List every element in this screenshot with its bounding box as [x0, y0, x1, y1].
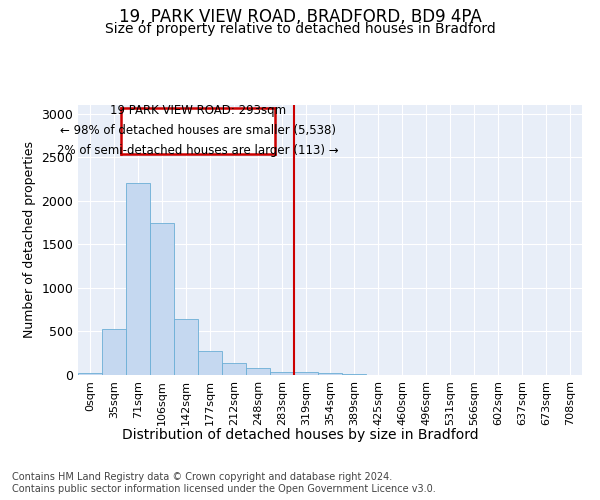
- Bar: [270, 372, 294, 375]
- Bar: [78, 373, 102, 375]
- Bar: [150, 222, 174, 375]
- Y-axis label: Number of detached properties: Number of detached properties: [23, 142, 36, 338]
- Bar: [102, 330, 126, 375]
- Bar: [174, 320, 198, 375]
- Text: 19 PARK VIEW ROAD: 293sqm
← 98% of detached houses are smaller (5,538)
2% of sem: 19 PARK VIEW ROAD: 293sqm ← 98% of detac…: [57, 104, 339, 157]
- Text: Size of property relative to detached houses in Bradford: Size of property relative to detached ho…: [104, 22, 496, 36]
- Text: Distribution of detached houses by size in Bradford: Distribution of detached houses by size …: [122, 428, 478, 442]
- Bar: [318, 374, 342, 375]
- Text: Contains HM Land Registry data © Crown copyright and database right 2024.
Contai: Contains HM Land Registry data © Crown c…: [12, 472, 436, 494]
- Bar: [342, 374, 366, 375]
- Bar: [294, 372, 318, 375]
- Bar: [222, 363, 246, 375]
- Text: 19, PARK VIEW ROAD, BRADFORD, BD9 4PA: 19, PARK VIEW ROAD, BRADFORD, BD9 4PA: [119, 8, 481, 26]
- Bar: [198, 352, 222, 375]
- Bar: [246, 368, 270, 375]
- Bar: [126, 184, 150, 375]
